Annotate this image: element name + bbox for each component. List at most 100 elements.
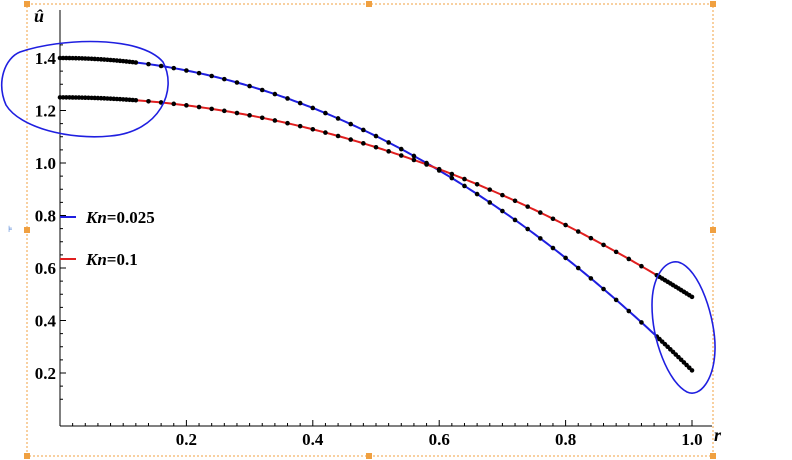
x-tick-label: 1.0	[681, 430, 702, 449]
data-point-0	[133, 60, 139, 65]
data-point-0	[209, 73, 214, 79]
data-point-1	[234, 110, 240, 116]
data-point-1	[626, 256, 632, 262]
data-point-0	[196, 70, 202, 76]
data-point-0	[247, 83, 252, 89]
data-point-0	[184, 68, 189, 73]
plot-frame	[26, 3, 714, 457]
data-point-0	[588, 276, 594, 281]
data-point-1	[259, 115, 265, 121]
data-point-0	[639, 320, 644, 325]
data-point-1	[184, 103, 189, 108]
data-point-1	[285, 120, 290, 126]
data-point-0	[563, 255, 568, 261]
tick-labels: 0.2 0.4 0.6 0.8 1.0 0.2 0.4 0.6 0.8 1.0 1.2 1.4	[35, 49, 703, 449]
data-point-0	[575, 265, 581, 271]
data-point-1	[158, 100, 164, 105]
x-tick-label: 0.4	[302, 430, 324, 449]
series-lines	[59, 57, 693, 372]
data-point-1	[424, 162, 429, 167]
data-point-1	[398, 153, 404, 158]
data-point-1	[57, 95, 63, 100]
data-point-0	[626, 308, 632, 314]
data-point-0	[222, 76, 227, 82]
data-point-0	[525, 226, 530, 232]
data-point-1	[436, 166, 442, 172]
data-point-1	[474, 181, 480, 187]
data-point-1	[487, 187, 493, 192]
x-tick-label: 0.8	[555, 430, 576, 449]
data-point-0	[449, 175, 455, 181]
y-tick-label: 0.6	[35, 259, 56, 278]
series-line-0	[59, 57, 693, 372]
legend: Kn=0.025 Kn=0.1	[60, 208, 155, 269]
legend-label-kn0025: Kn=0.025	[85, 208, 155, 227]
data-point-1	[361, 141, 366, 146]
data-point-1	[146, 98, 151, 104]
data-point-0	[171, 65, 177, 71]
data-point-1	[171, 101, 177, 107]
data-point-0	[361, 127, 366, 133]
data-point-1	[550, 216, 556, 222]
frame-handles	[24, 1, 716, 459]
y-tick-label: 1.4	[35, 49, 57, 68]
data-point-1	[64, 95, 69, 100]
data-point-0	[613, 297, 619, 303]
data-point-1	[209, 106, 214, 112]
data-point-1	[373, 144, 379, 150]
data-point-1	[348, 137, 354, 142]
data-point-0	[487, 200, 493, 205]
data-point-0	[411, 153, 417, 159]
data-point-0	[57, 55, 63, 61]
data-point-0	[550, 245, 556, 251]
data-point-1	[500, 192, 505, 198]
data-point-0	[60, 55, 66, 61]
data-point-0	[373, 133, 379, 139]
data-point-1	[613, 249, 619, 255]
data-point-1	[575, 229, 581, 234]
data-point-0	[398, 146, 404, 152]
data-point-1	[512, 198, 518, 204]
data-point-0	[310, 105, 316, 111]
y-tick-label: 0.8	[35, 207, 56, 226]
y-tick-label: 1.0	[35, 154, 56, 173]
data-point-1	[60, 95, 66, 100]
data-point-1	[323, 130, 328, 135]
data-point-0	[234, 80, 240, 85]
data-point-1	[335, 133, 341, 139]
data-point-0	[601, 286, 606, 292]
data-point-1	[689, 294, 695, 300]
data-point-1	[67, 95, 72, 100]
data-point-0	[259, 87, 265, 93]
data-point-0	[146, 61, 151, 67]
y-axis-title: û	[34, 6, 44, 26]
data-point-1	[639, 263, 644, 269]
data-point-0	[538, 236, 543, 241]
data-point-0	[462, 183, 467, 189]
data-point-1	[601, 242, 606, 248]
data-point-1	[133, 97, 139, 103]
data-point-1	[310, 126, 316, 132]
x-tick-label: 0.2	[176, 430, 197, 449]
data-point-0	[158, 63, 164, 69]
series-line-1	[60, 96, 693, 298]
data-point-0	[512, 217, 518, 223]
data-point-1	[247, 113, 252, 118]
data-point-1	[272, 118, 278, 123]
x-tick-label: 0.6	[429, 430, 450, 449]
data-point-0	[348, 121, 354, 127]
data-point-1	[411, 157, 417, 163]
y-tick-label: 1.2	[35, 102, 56, 121]
data-point-1	[297, 123, 303, 129]
data-point-1	[449, 171, 455, 177]
data-point-1	[462, 176, 467, 182]
data-point-1	[196, 104, 202, 110]
data-point-0	[386, 140, 391, 145]
data-point-0	[285, 96, 290, 101]
annotation-ellipse-left	[1, 40, 169, 138]
data-point-1	[525, 204, 530, 209]
annotation-ellipse-right	[651, 261, 716, 394]
data-point-1	[222, 108, 227, 114]
data-point-1	[588, 235, 594, 241]
